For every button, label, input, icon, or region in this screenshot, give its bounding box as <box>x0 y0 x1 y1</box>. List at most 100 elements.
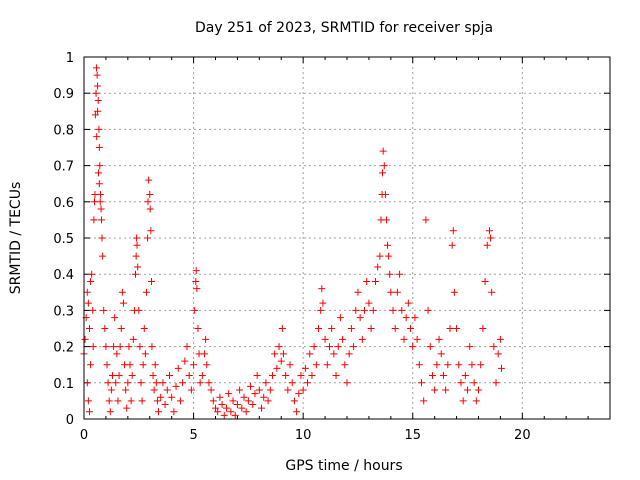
data-point <box>214 408 222 416</box>
data-point <box>435 335 443 343</box>
x-tick-label: 0 <box>80 428 88 443</box>
data-point <box>453 325 461 332</box>
data-point <box>87 277 95 285</box>
data-point <box>133 241 141 249</box>
data-point <box>275 343 283 351</box>
data-point <box>439 372 447 380</box>
data-point <box>354 288 362 296</box>
data-point <box>83 379 91 387</box>
data-point <box>264 397 272 405</box>
data-point <box>113 350 121 358</box>
data-point <box>308 372 316 380</box>
data-point <box>426 343 434 351</box>
data-point <box>295 390 303 398</box>
x-tick-label: 5 <box>189 428 197 443</box>
data-point <box>479 325 487 332</box>
data-point <box>148 277 156 285</box>
data-point <box>299 386 307 394</box>
data-point <box>251 390 259 398</box>
data-point <box>494 350 502 358</box>
data-point <box>110 343 118 351</box>
data-point <box>89 306 97 314</box>
data-point <box>255 386 263 394</box>
y-tick-label: 0.6 <box>53 196 74 211</box>
data-point <box>418 379 426 387</box>
data-point <box>181 357 189 365</box>
data-point <box>319 299 327 307</box>
y-tick-label: 0.2 <box>53 341 74 356</box>
y-tick-label: 0.1 <box>53 377 74 392</box>
data-point <box>422 216 430 224</box>
data-point <box>437 350 445 358</box>
data-point <box>132 252 140 260</box>
data-point <box>347 325 355 332</box>
data-point <box>96 191 104 199</box>
data-point <box>202 335 210 343</box>
data-point <box>193 285 201 293</box>
plot-frame <box>83 56 611 420</box>
data-point <box>102 343 110 351</box>
data-point <box>134 263 142 271</box>
grid-lines <box>84 57 610 419</box>
data-point <box>91 111 99 119</box>
data-point <box>286 361 294 369</box>
data-point <box>194 325 202 332</box>
data-point <box>262 379 270 387</box>
data-point <box>218 401 226 409</box>
data-point <box>455 361 463 369</box>
data-point <box>205 379 213 387</box>
data-point <box>472 397 480 405</box>
y-tick-labels: 0 0.1 0.2 0.3 0.4 0.5 0.6 0.7 0.8 0.9 1 <box>53 51 74 428</box>
data-point <box>97 205 105 213</box>
data-point <box>238 404 246 412</box>
data-point <box>290 397 298 405</box>
data-point <box>96 198 104 206</box>
data-point <box>382 216 390 224</box>
data-point <box>247 382 255 390</box>
y-tick-label: 0 <box>66 413 74 428</box>
data-point <box>345 350 353 358</box>
data-point <box>100 306 108 314</box>
data-point <box>93 133 101 141</box>
data-point <box>196 379 204 387</box>
data-point <box>148 343 156 351</box>
data-point <box>185 372 193 380</box>
y-tick-label: 1 <box>66 51 74 66</box>
data-point <box>393 288 401 296</box>
data-point <box>361 306 369 314</box>
data-point <box>415 361 423 369</box>
data-point <box>240 393 248 401</box>
data-point <box>330 350 338 358</box>
x-tick-label: 15 <box>404 428 421 443</box>
data-point <box>365 299 373 307</box>
data-point <box>431 386 439 394</box>
data-point <box>170 408 178 416</box>
data-point <box>117 325 125 332</box>
data-point <box>381 191 389 199</box>
data-point <box>385 252 393 260</box>
data-point <box>448 241 456 249</box>
data-point <box>323 361 331 369</box>
data-point <box>363 277 371 285</box>
data-point <box>114 397 122 405</box>
y-tick-label: 0.9 <box>53 87 74 102</box>
data-point <box>88 270 96 278</box>
data-point <box>301 364 309 372</box>
data-point <box>98 216 106 224</box>
x-axis-label: GPS time / hours <box>285 458 402 474</box>
data-point <box>119 299 127 307</box>
data-point <box>153 397 161 405</box>
x-tick-label: 10 <box>295 428 312 443</box>
data-point <box>101 325 109 332</box>
data-point <box>108 372 116 380</box>
data-point <box>433 361 441 369</box>
data-point <box>190 361 198 369</box>
data-point <box>449 227 457 235</box>
data-point <box>128 372 136 380</box>
data-point <box>396 270 404 278</box>
data-point <box>126 361 134 369</box>
data-point <box>328 325 336 332</box>
data-point <box>369 306 377 314</box>
y-tick-label: 0.4 <box>53 268 74 283</box>
data-point <box>400 335 408 343</box>
